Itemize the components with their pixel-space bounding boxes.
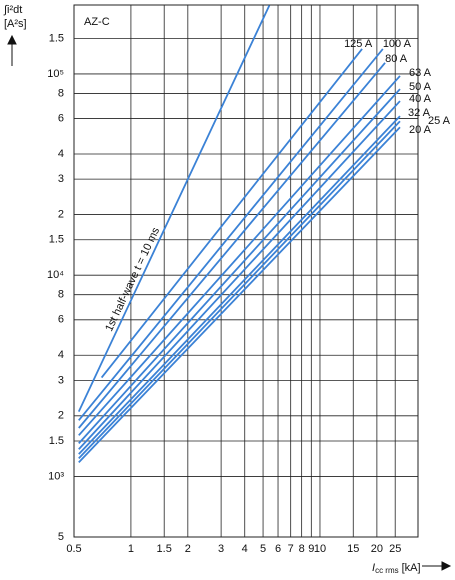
y-label: ∫i²dt [3, 4, 22, 16]
x-tick-label: 5 [260, 543, 266, 555]
y-tick-label: 3 [58, 173, 64, 185]
x-tick-label: 3 [218, 543, 224, 555]
y-tick-label: 5 [58, 531, 64, 543]
x-tick-label: 15 [347, 543, 359, 555]
series-label: 63 A [409, 67, 432, 79]
series-line [78, 120, 401, 459]
x-tick-label: 25 [389, 543, 401, 555]
series-line [77, 5, 271, 412]
series-label: 125 A [344, 38, 373, 50]
y-arrow [7, 34, 17, 66]
series-label: 20 A [409, 124, 432, 136]
x-tick-label: 20 [371, 543, 383, 555]
series-label: 32 A [408, 107, 431, 119]
x-label: Icc rms [kA] [372, 562, 421, 575]
y-tick-label: 3 [58, 374, 64, 386]
x-label-symbol: I [372, 562, 375, 574]
y-tick-label: 1.5 [49, 234, 64, 246]
x-label-unit: [kA] [402, 562, 421, 574]
x-arrow [422, 561, 452, 571]
x-tick-label: 1.5 [157, 543, 172, 555]
series-line [78, 126, 401, 463]
series-line [78, 100, 401, 450]
series-label: 25 A [428, 115, 451, 127]
y-tick-label: 8 [58, 289, 64, 301]
series-line [78, 88, 401, 444]
x-tick-label: 1 [128, 543, 134, 555]
series-line [78, 75, 401, 436]
y-tick-label: 2 [58, 208, 64, 220]
chart-title: AZ-C [84, 16, 110, 28]
y-tick-label: 6 [58, 314, 64, 326]
y-tick-label: 1.5 [49, 32, 64, 44]
series-label: 50 A [409, 81, 432, 93]
series-label: 40 A [409, 93, 432, 105]
series-line [78, 62, 386, 429]
y-tick-label: 4 [58, 148, 64, 160]
x-tick-label: 7 [288, 543, 294, 555]
y-label: [A²s] [4, 18, 27, 30]
x-tick-label: 8 [299, 543, 305, 555]
y-tick-label: 2 [58, 410, 64, 422]
y-tick-label: 1.5 [49, 435, 64, 447]
series-label: 100 A [383, 38, 412, 50]
x-tick-label: 0.5 [66, 543, 81, 555]
y-tick-label: 10⁵ [47, 68, 64, 80]
x-tick-label: 2 [185, 543, 191, 555]
x-tick-label: 10 [314, 543, 326, 555]
y-tick-label: 4 [58, 349, 64, 361]
x-tick-label: 9 [308, 543, 314, 555]
series-line [100, 48, 363, 379]
y-tick-label: 10⁴ [47, 269, 64, 281]
series-label: 80 A [385, 53, 408, 65]
y-tick-label: 10³ [48, 470, 64, 482]
series-line [78, 115, 401, 455]
x-tick-label: 4 [242, 543, 248, 555]
series-line [78, 48, 384, 421]
y-tick-label: 8 [58, 87, 64, 99]
x-label-subscript: cc rms [375, 566, 399, 575]
x-tick-label: 6 [275, 543, 281, 555]
y-tick-label: 6 [58, 112, 64, 124]
